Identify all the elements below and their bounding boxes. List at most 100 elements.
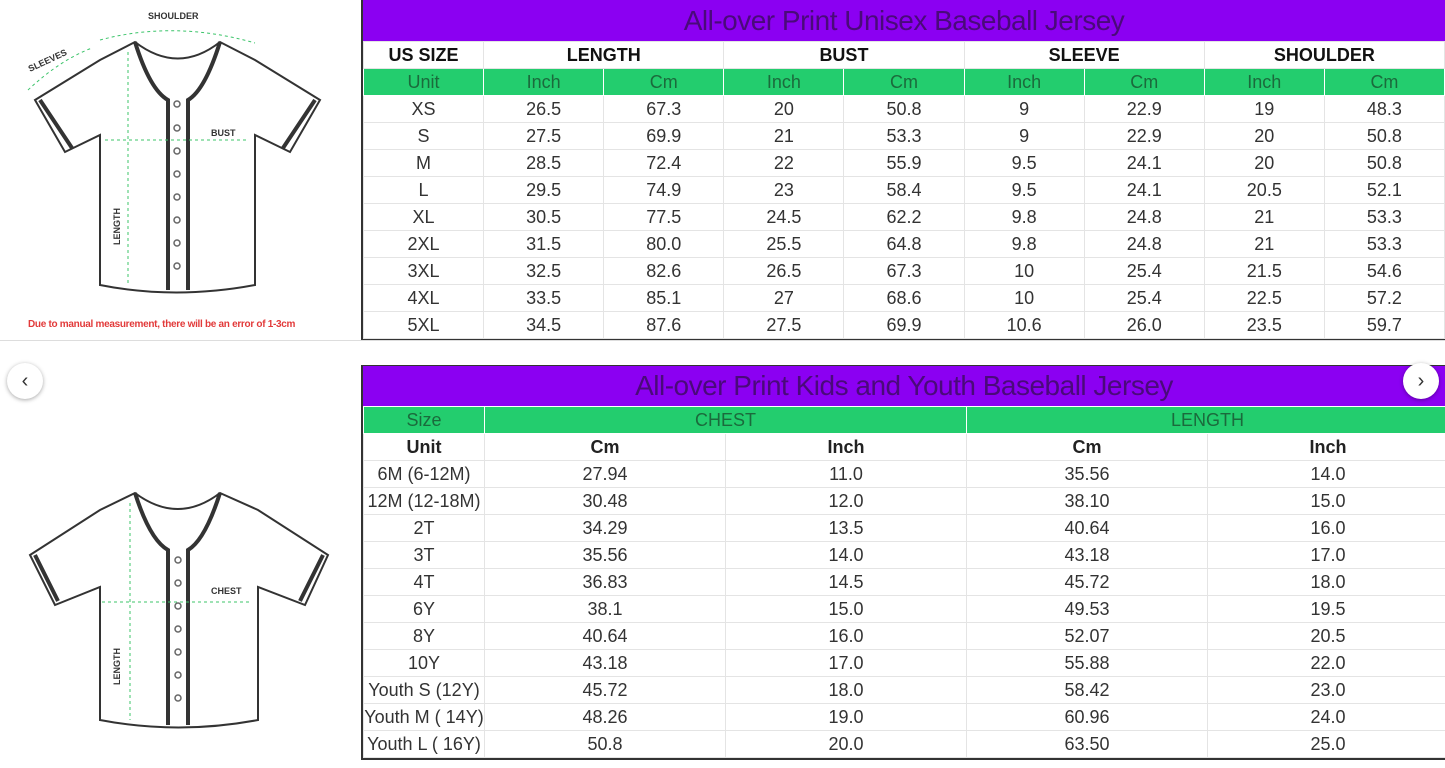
value-cell: 9 — [964, 96, 1084, 123]
value-cell: 64.8 — [844, 231, 964, 258]
value-cell: 82.6 — [604, 258, 724, 285]
value-cell: 50.8 — [1324, 150, 1444, 177]
value-cell: 45.72 — [485, 677, 726, 704]
value-cell: 23.0 — [1208, 677, 1445, 704]
value-cell: 17.0 — [726, 650, 967, 677]
bust-label: BUST — [211, 128, 236, 138]
value-cell: 9.8 — [964, 204, 1084, 231]
size-cell: 3T — [364, 542, 485, 569]
unit-cell: Cm — [844, 69, 964, 96]
value-cell: 25.4 — [1084, 258, 1204, 285]
value-cell: 74.9 — [604, 177, 724, 204]
value-cell: 52.07 — [967, 623, 1208, 650]
value-cell: 30.48 — [485, 488, 726, 515]
jersey-diagram-icon: SHOULDER SLEEVES BUST LENGTH — [0, 0, 360, 340]
kids-table-title: All-over Print Kids and Youth Baseball J… — [363, 366, 1445, 406]
value-cell: 80.0 — [604, 231, 724, 258]
adult-size-table: All-over Print Unisex Baseball Jersey US… — [361, 0, 1445, 341]
kids-size-table: All-over Print Kids and Youth Baseball J… — [361, 365, 1445, 760]
unit-cell: Inch — [1204, 69, 1324, 96]
size-cell: S — [364, 123, 484, 150]
value-cell: 26.0 — [1084, 312, 1204, 339]
value-cell: 21 — [1204, 231, 1324, 258]
value-cell: 55.88 — [967, 650, 1208, 677]
sleeves-label: SLEEVES — [27, 47, 69, 74]
unit-cell: Unit — [364, 434, 485, 461]
value-cell: 59.7 — [1324, 312, 1444, 339]
value-cell: 22 — [724, 150, 844, 177]
value-cell: 69.9 — [604, 123, 724, 150]
column-header: LENGTH — [484, 42, 724, 69]
value-cell: 53.3 — [1324, 204, 1444, 231]
size-cell: 10Y — [364, 650, 485, 677]
size-cell: 2T — [364, 515, 485, 542]
size-cell: 4XL — [364, 285, 484, 312]
value-cell: 12.0 — [726, 488, 967, 515]
unit-cell: Inch — [724, 69, 844, 96]
value-cell: 60.96 — [967, 704, 1208, 731]
value-cell: 26.5 — [484, 96, 604, 123]
value-cell: 24.8 — [1084, 204, 1204, 231]
value-cell: 48.3 — [1324, 96, 1444, 123]
value-cell: 38.10 — [967, 488, 1208, 515]
unit-cell: Inch — [726, 434, 967, 461]
value-cell: 24.5 — [724, 204, 844, 231]
value-cell: 57.2 — [1324, 285, 1444, 312]
carousel-prev-button[interactable]: ‹ — [7, 363, 43, 399]
value-cell: 14.0 — [726, 542, 967, 569]
value-cell: 24.1 — [1084, 150, 1204, 177]
size-cell: 6Y — [364, 596, 485, 623]
value-cell: 58.42 — [967, 677, 1208, 704]
value-cell: 26.5 — [724, 258, 844, 285]
measurement-note: Due to manual measurement, there will be… — [28, 319, 295, 330]
value-cell: 85.1 — [604, 285, 724, 312]
value-cell: 29.5 — [484, 177, 604, 204]
value-cell: 22.5 — [1204, 285, 1324, 312]
value-cell: 22.9 — [1084, 123, 1204, 150]
value-cell: 21.5 — [1204, 258, 1324, 285]
value-cell: 87.6 — [604, 312, 724, 339]
adult-table-title: All-over Print Unisex Baseball Jersey — [363, 0, 1445, 41]
value-cell: 11.0 — [726, 461, 967, 488]
value-cell: 52.1 — [1324, 177, 1444, 204]
unit-cell: Inch — [964, 69, 1084, 96]
value-cell: 45.72 — [967, 569, 1208, 596]
value-cell: 48.26 — [485, 704, 726, 731]
column-header: BUST — [724, 42, 964, 69]
value-cell: 19.5 — [1208, 596, 1445, 623]
value-cell: 25.4 — [1084, 285, 1204, 312]
unit-cell: Unit — [364, 69, 484, 96]
adult-diagram: SHOULDER SLEEVES BUST LENGTH Due to manu… — [0, 0, 360, 340]
value-cell: 35.56 — [485, 542, 726, 569]
value-cell: 50.8 — [844, 96, 964, 123]
size-cell: 4T — [364, 569, 485, 596]
value-cell: 68.6 — [844, 285, 964, 312]
chest-label: CHEST — [211, 586, 242, 596]
value-cell: 24.0 — [1208, 704, 1445, 731]
value-cell: 69.9 — [844, 312, 964, 339]
value-cell: 22.0 — [1208, 650, 1445, 677]
value-cell: 16.0 — [1208, 515, 1445, 542]
value-cell: 20 — [1204, 150, 1324, 177]
value-cell: 27.5 — [484, 123, 604, 150]
value-cell: 10 — [964, 258, 1084, 285]
column-header: SHOULDER — [1204, 42, 1444, 69]
value-cell: 20.5 — [1204, 177, 1324, 204]
value-cell: 25.5 — [724, 231, 844, 258]
unit-cell: Cm — [604, 69, 724, 96]
value-cell: 21 — [1204, 204, 1324, 231]
carousel-next-button[interactable]: › — [1403, 363, 1439, 399]
divider — [0, 340, 1445, 364]
column-header: US SIZE — [364, 42, 484, 69]
size-cell: 8Y — [364, 623, 485, 650]
size-cell: 2XL — [364, 231, 484, 258]
value-cell: 25.0 — [1208, 731, 1445, 758]
unit-cell: Inch — [484, 69, 604, 96]
